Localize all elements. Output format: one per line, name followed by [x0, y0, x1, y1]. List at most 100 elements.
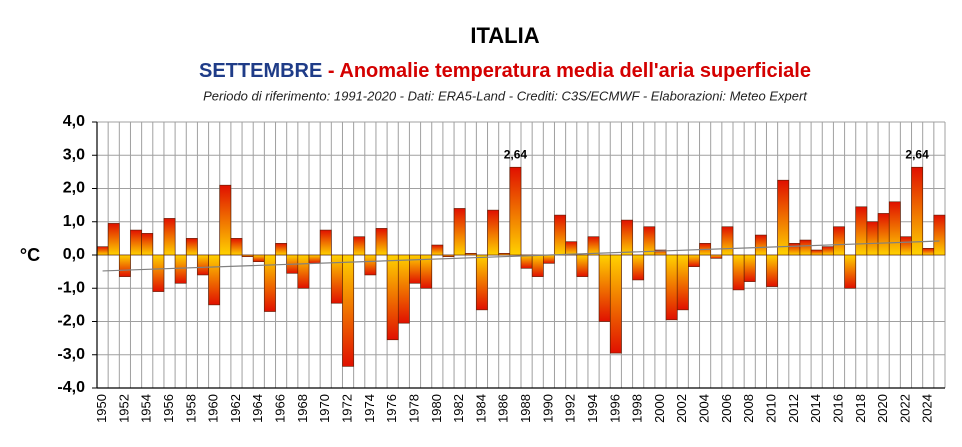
- bar: [185, 238, 198, 256]
- bar: [810, 249, 823, 256]
- x-tick-label: 1954: [139, 394, 154, 423]
- bar: [386, 254, 399, 341]
- x-tick-label: 2010: [763, 394, 778, 423]
- bar: [453, 208, 466, 256]
- bar: [911, 166, 923, 256]
- bar: [609, 254, 622, 354]
- bar: [130, 229, 142, 256]
- x-tick-label: 1974: [362, 394, 377, 423]
- bar: [420, 254, 433, 289]
- bar: [766, 254, 778, 287]
- bar: [353, 236, 366, 256]
- bar: [576, 254, 589, 277]
- bar: [119, 254, 131, 277]
- subtitle-month: SETTEMBRE: [199, 60, 322, 82]
- x-tick-label: 1982: [451, 394, 466, 423]
- bar: [632, 254, 645, 281]
- bar: [297, 254, 310, 289]
- x-tick-label: 1984: [473, 394, 488, 423]
- y-tick-label: -3,0: [57, 346, 85, 363]
- y-tick-label: -1,0: [57, 279, 85, 296]
- x-tick-label: 2008: [741, 394, 756, 423]
- bar: [755, 234, 767, 256]
- x-tick-label: 1952: [116, 394, 131, 423]
- bar: [676, 254, 689, 311]
- x-tick-label: 1990: [540, 394, 555, 423]
- bar: [888, 201, 901, 256]
- x-tick-label: 1960: [206, 394, 221, 423]
- x-tick-label: 2022: [897, 394, 912, 423]
- bar: [174, 254, 187, 284]
- value-label: 2,64: [504, 147, 528, 161]
- bar: [877, 213, 890, 256]
- chart-subtitle: SETTEMBRE - Anomalie temperatura media d…: [199, 60, 811, 82]
- bar: [252, 254, 265, 262]
- bar: [531, 254, 544, 277]
- bar: [788, 243, 801, 256]
- x-tick-label: 1978: [406, 394, 421, 423]
- bar: [665, 254, 678, 321]
- bar: [587, 236, 600, 256]
- bar: [375, 228, 388, 256]
- y-tick-label: 4,0: [63, 113, 85, 130]
- bar: [710, 254, 723, 259]
- bar: [342, 254, 354, 367]
- x-tick-label: 1964: [250, 394, 265, 423]
- chart-title: ITALIA: [470, 23, 539, 48]
- bar: [107, 223, 120, 256]
- bar: [643, 226, 656, 256]
- x-tick-label: 1956: [161, 394, 176, 423]
- x-tick-label: 1996: [607, 394, 622, 423]
- y-axis-label: °C: [20, 245, 40, 265]
- bar: [152, 254, 165, 292]
- bar: [241, 254, 254, 257]
- trend-line: [102, 240, 940, 272]
- bar: [866, 221, 879, 256]
- bar: [219, 184, 232, 256]
- x-tick-label: 1962: [228, 394, 243, 423]
- x-tick-label: 2004: [697, 394, 712, 423]
- bar: [821, 246, 834, 256]
- x-tick-label: 1980: [429, 394, 444, 423]
- y-tick-label: 3,0: [63, 146, 85, 163]
- bar: [721, 226, 734, 256]
- x-tick-label: 1986: [496, 394, 511, 423]
- bar: [498, 253, 511, 256]
- x-tick-label: 2016: [830, 394, 845, 423]
- y-tick-label: 1,0: [63, 213, 85, 230]
- bar: [520, 254, 533, 269]
- x-tick-label: 2012: [786, 394, 801, 423]
- bar: [855, 206, 868, 256]
- bar: [197, 254, 209, 276]
- x-tick-label: 1950: [94, 394, 109, 423]
- bar: [96, 246, 109, 256]
- bar: [621, 219, 633, 256]
- bar: [543, 254, 555, 264]
- bar: [141, 233, 154, 256]
- bar: [208, 254, 221, 306]
- bar: [598, 254, 611, 322]
- bar: [464, 253, 477, 256]
- bar: [230, 238, 243, 256]
- bar: [933, 214, 946, 256]
- x-tick-label: 2006: [719, 394, 734, 423]
- bar: [319, 229, 332, 256]
- subtitle-text: - Anomalie temperatura media dell'aria s…: [328, 60, 811, 82]
- bar: [844, 254, 857, 289]
- x-tick-label: 2002: [674, 394, 689, 423]
- bar: [833, 226, 845, 256]
- x-tick-label: 2014: [808, 394, 823, 423]
- x-tick-label: 1968: [295, 394, 310, 423]
- bar: [431, 244, 444, 256]
- y-tick-label: 2,0: [63, 180, 85, 197]
- x-tick-label: 1988: [518, 394, 533, 423]
- x-tick-label: 1958: [183, 394, 198, 423]
- bar: [509, 166, 522, 256]
- x-tick-label: 1972: [339, 394, 354, 423]
- x-tick-label: 1994: [585, 394, 600, 423]
- x-tick-label: 2018: [853, 394, 868, 423]
- x-tick-label: 1966: [273, 394, 288, 423]
- bar: [364, 254, 377, 276]
- bar: [275, 243, 287, 256]
